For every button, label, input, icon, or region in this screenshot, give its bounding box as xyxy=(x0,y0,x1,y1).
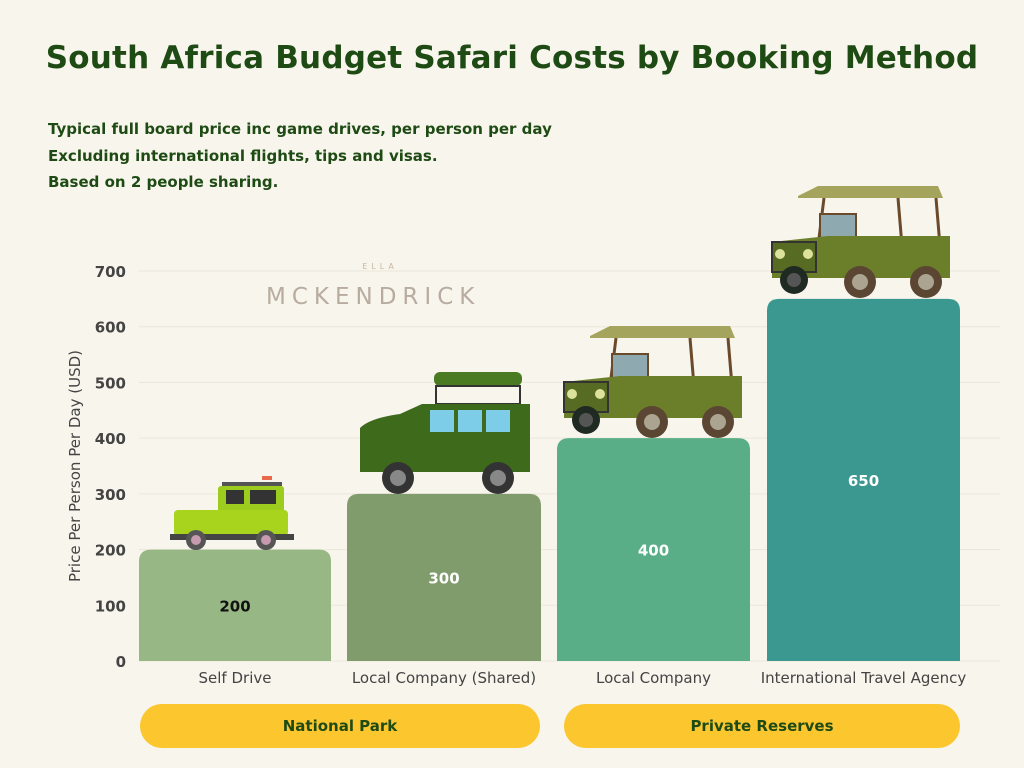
watermark-top: ELLA xyxy=(362,262,398,271)
green-suv-icon xyxy=(360,372,530,494)
y-tick-label: 0 xyxy=(116,653,126,671)
data-label: 200 xyxy=(219,597,250,615)
y-tick-label: 400 xyxy=(95,430,126,448)
y-axis-label: Price Per Person Per Day (USD) xyxy=(66,350,84,582)
safari-vehicle-icon xyxy=(771,186,950,298)
y-tick-label: 600 xyxy=(95,319,126,337)
bar-2 xyxy=(557,438,750,661)
safari-vehicle-icon xyxy=(563,326,742,438)
subtitle-line: Excluding international flights, tips an… xyxy=(48,147,438,165)
lime-jeep-icon xyxy=(170,476,294,550)
bar-1 xyxy=(347,493,541,661)
bar-0 xyxy=(139,549,331,661)
x-tick-label: Local Company xyxy=(596,669,711,687)
data-label: 300 xyxy=(428,569,459,587)
x-tick-label: International Travel Agency xyxy=(761,669,967,687)
y-tick-label: 700 xyxy=(95,263,126,281)
subtitle-line: Typical full board price inc game drives… xyxy=(48,120,552,138)
x-tick-label: Local Company (Shared) xyxy=(352,669,536,687)
group-label-national-park: National Park xyxy=(140,704,540,748)
watermark-logo: MCKENDRICK xyxy=(266,284,481,310)
chart-title: South Africa Budget Safari Costs by Book… xyxy=(45,40,979,76)
x-tick-label: Self Drive xyxy=(199,669,272,687)
data-label: 650 xyxy=(848,472,879,490)
subtitle-line: Based on 2 people sharing. xyxy=(48,173,279,191)
y-tick-label: 200 xyxy=(95,542,126,560)
y-tick-label: 300 xyxy=(95,486,126,504)
y-tick-label: 500 xyxy=(95,374,126,392)
y-tick-label: 100 xyxy=(95,597,126,615)
bar-3 xyxy=(767,298,960,661)
group-label-private-reserves: Private Reserves xyxy=(564,704,960,748)
data-label: 400 xyxy=(638,542,669,560)
